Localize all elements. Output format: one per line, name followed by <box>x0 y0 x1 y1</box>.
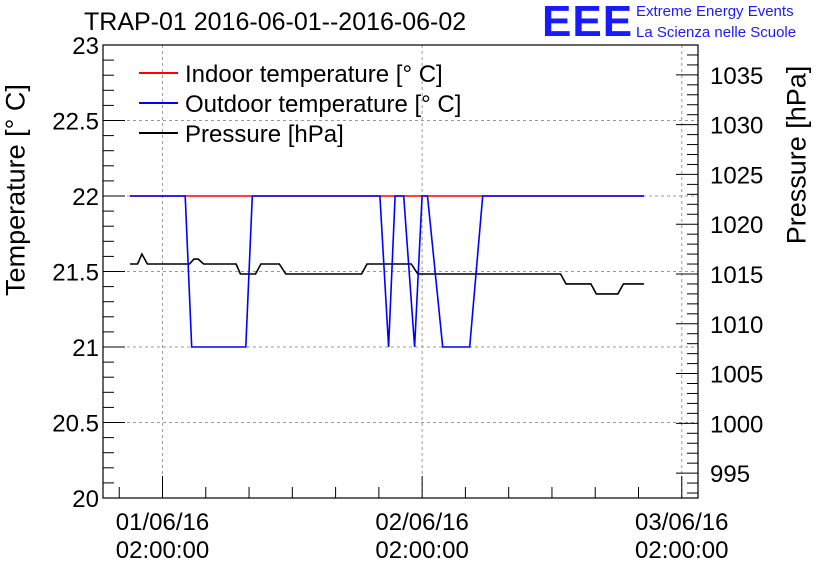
y2-tick-label: 1005 <box>710 362 763 389</box>
y2-tick-label: 1035 <box>710 63 763 90</box>
x-tick-date: 03/06/16 <box>635 509 728 536</box>
series-line-pressure <box>130 252 644 295</box>
x-tick-time: 02:00:00 <box>375 537 468 564</box>
y2-tick-label: 1020 <box>710 212 763 239</box>
y-tick-label: 21.5 <box>52 260 99 287</box>
y-tick-label: 22.5 <box>52 109 99 136</box>
eee-logo: EEE <box>542 0 634 46</box>
chart-title: TRAP-01 2016-06-01--2016-06-02 <box>84 8 467 36</box>
x-tick-date: 02/06/16 <box>375 509 468 536</box>
y-tick-label: 20 <box>72 486 99 513</box>
logo-line-1: Extreme Energy Events <box>636 3 794 20</box>
series-line-outdoor <box>130 195 644 348</box>
x-tick-time: 02:00:00 <box>635 537 728 564</box>
y-tick-label: 20.5 <box>52 411 99 438</box>
legend-entry: Outdoor temperature [° C] <box>185 91 461 118</box>
x-tick-date: 01/06/16 <box>116 509 209 536</box>
y2-tick-label: 1015 <box>710 262 763 289</box>
y2-tick-label: 995 <box>710 461 750 488</box>
logo-line-2: La Scienza nelle Scuole <box>636 24 797 41</box>
y-tick-label: 22 <box>72 184 99 211</box>
x-tick-time: 02:00:00 <box>116 537 209 564</box>
y2-tick-label: 1010 <box>710 312 763 339</box>
y2-tick-label: 1000 <box>710 411 763 438</box>
y-tick-label: 21 <box>72 335 99 362</box>
y2-tick-label: 1030 <box>710 113 763 140</box>
legend-entry: Pressure [hPa] <box>185 121 344 148</box>
y-tick-label: 23 <box>72 33 99 60</box>
y2-tick-label: 1025 <box>710 162 763 189</box>
legend-entry: Indoor temperature [° C] <box>185 61 443 88</box>
